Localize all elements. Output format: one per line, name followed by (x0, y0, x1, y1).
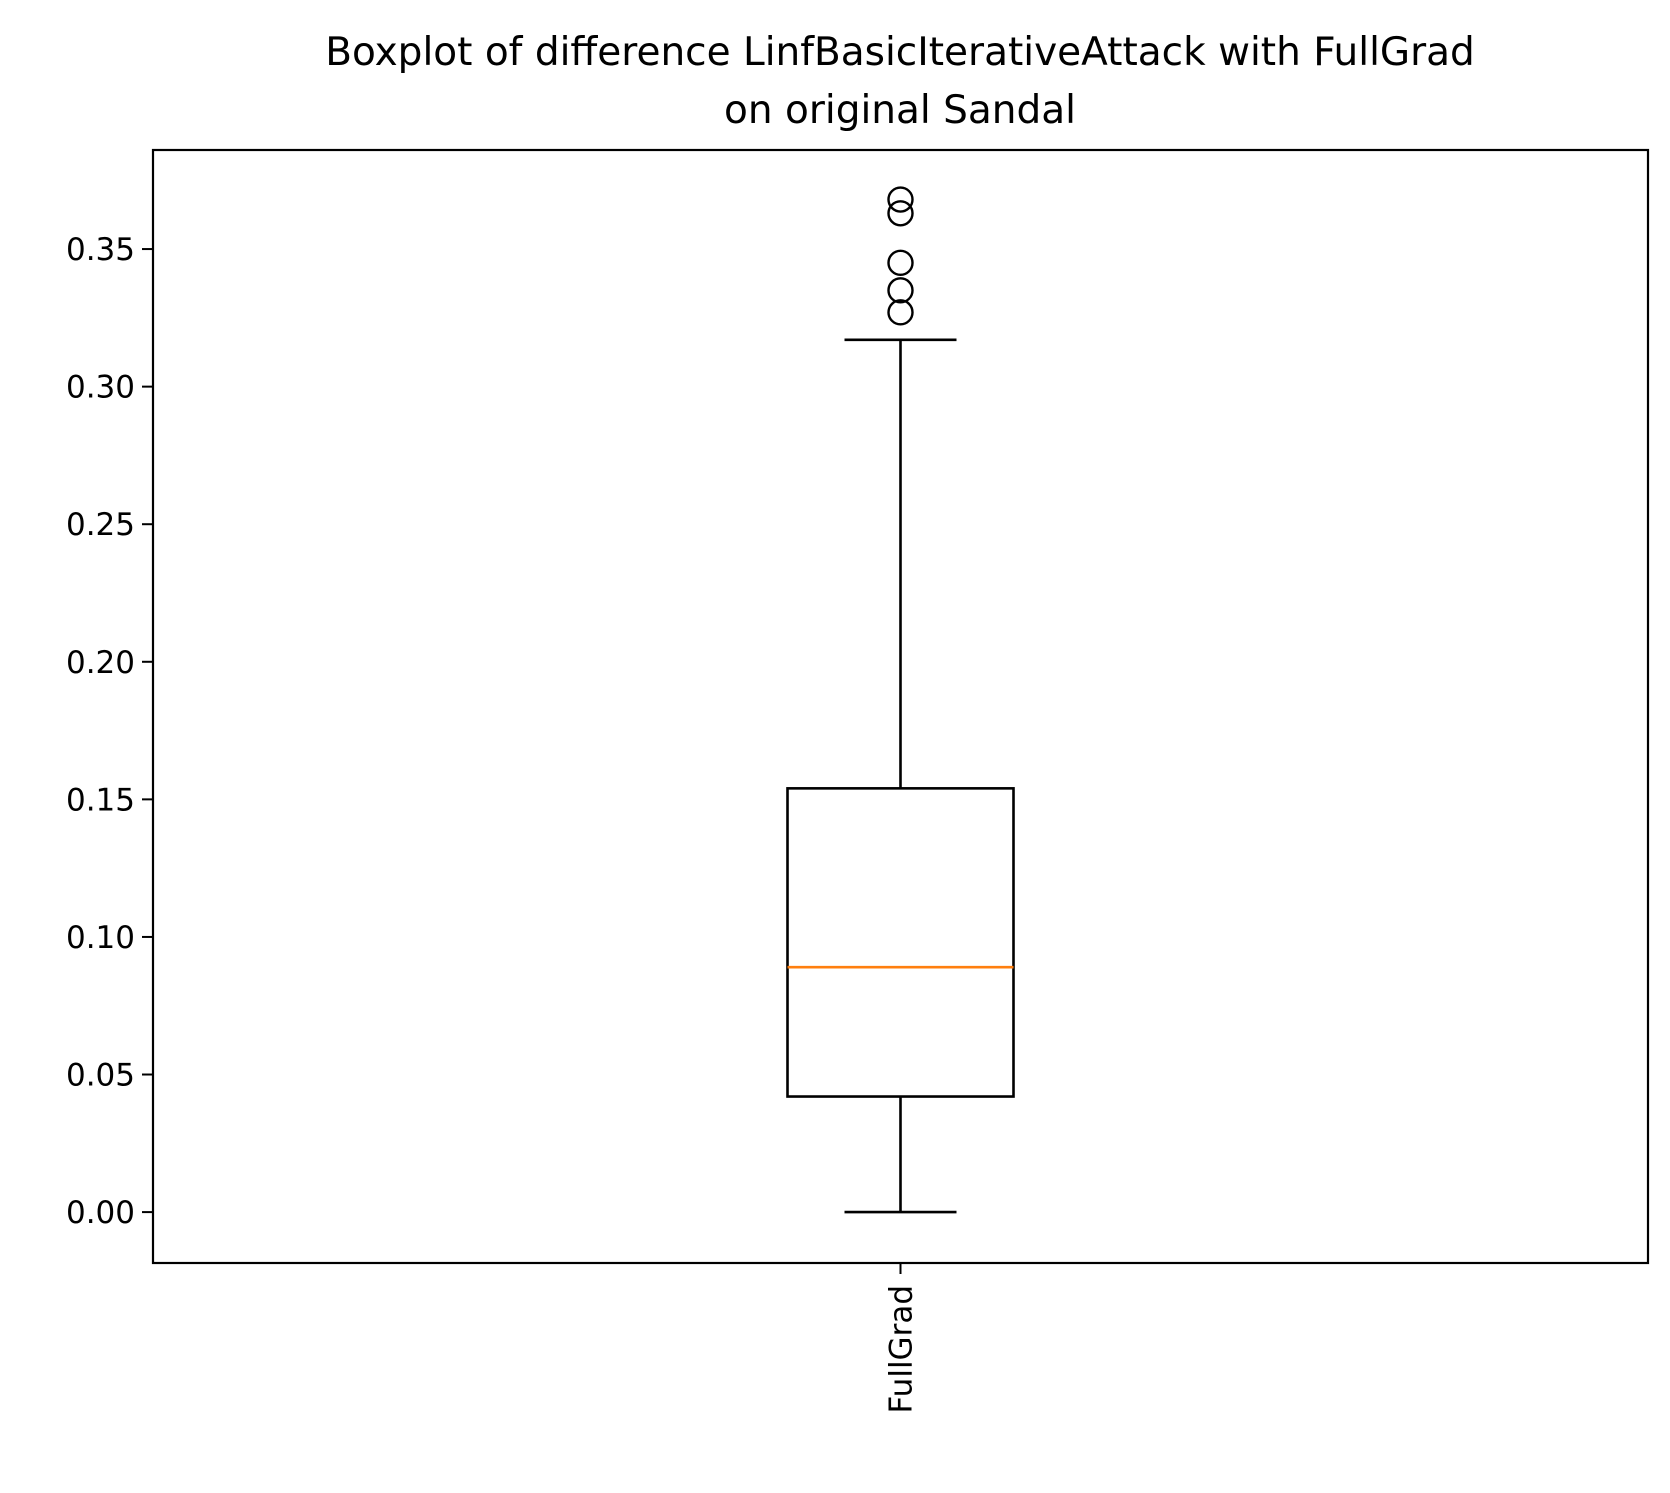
outlier-point (887, 249, 914, 277)
x-tick-label: FullGrad (884, 1285, 920, 1413)
y-tick-label: 0.35 (66, 232, 135, 268)
y-tick-label: 0.25 (66, 507, 135, 543)
chart-title-line-2: on original Sandal (724, 88, 1076, 133)
plot-frame (151, 148, 1650, 1265)
y-tick-label: 0.05 (66, 1058, 135, 1094)
interquartile-box (786, 787, 1015, 1098)
y-tick-label: 0.30 (66, 370, 135, 406)
x-axis: FullGrad (884, 1263, 920, 1413)
y-tick-label: 0.00 (66, 1195, 135, 1231)
y-tick-label: 0.10 (66, 920, 135, 956)
y-tick-label: 0.15 (66, 782, 135, 818)
box-FullGrad (786, 186, 1015, 1214)
box-series (786, 186, 1015, 1214)
outlier-point (887, 299, 914, 326)
chart-title-line-1: Boxplot of difference LinfBasicIterative… (325, 30, 1475, 75)
y-axis: 0.00 0.05 0.10 0.15 0.20 0.25 0.30 0.35 (66, 232, 153, 1231)
outlier-point (887, 186, 914, 213)
y-tick-label: 0.20 (66, 645, 135, 681)
outlier-point (887, 277, 914, 304)
outlier-point (887, 200, 914, 227)
